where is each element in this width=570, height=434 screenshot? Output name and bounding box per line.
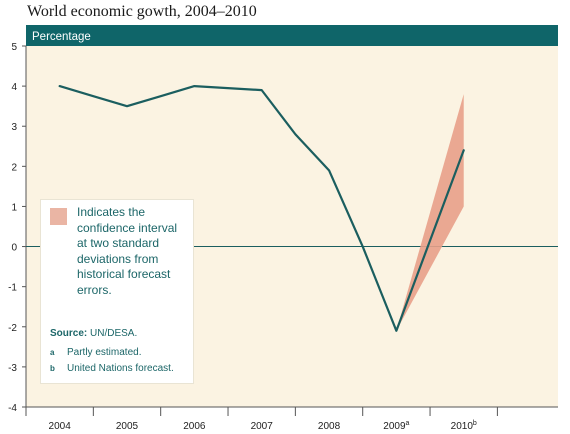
footnote-b-text: United Nations forecast. — [67, 363, 174, 374]
y-axis-label: Percentage — [32, 31, 91, 43]
source-label: Source: — [50, 328, 88, 339]
footnote-b-letter: b — [50, 364, 55, 373]
y-tick-label: 0 — [11, 243, 17, 254]
y-tick-label: 2 — [11, 162, 17, 173]
confidence-legend-text: Indicates the confidence interval at two… — [77, 205, 178, 297]
x-tick-label: 2007 — [251, 421, 274, 432]
x-tick-superscript: b — [473, 420, 477, 427]
chart-title: World economic gowth, 2004–2010 — [27, 3, 257, 20]
source-line: Source: UN/DESA. — [50, 328, 137, 339]
footnote-a-letter: a — [50, 348, 55, 357]
y-tick-label: -1 — [8, 283, 17, 294]
y-tick-label: 4 — [11, 82, 17, 93]
x-tick-label: 2006 — [183, 421, 206, 432]
confidence-swatch — [50, 208, 67, 225]
y-tick-label: -2 — [8, 323, 17, 334]
footnote-a-text: Partly estimated. — [67, 347, 142, 358]
y-tick-label: -4 — [8, 403, 17, 414]
x-tick-label: 2010b — [451, 420, 477, 432]
x-tick-label: 2008 — [318, 421, 341, 432]
legend-box: Indicates the confidence interval at two… — [40, 199, 194, 384]
x-tick-superscript: a — [406, 420, 410, 427]
series-line-group — [58, 85, 465, 332]
series-line — [58, 85, 465, 332]
y-tick-label: 5 — [11, 42, 17, 53]
y-tick-label: -3 — [8, 363, 17, 374]
confidence-band — [396, 94, 464, 331]
x-tick-label: 2005 — [116, 421, 139, 432]
footnote-a: a Partly estimated. — [50, 347, 141, 358]
y-tick-label: 3 — [11, 122, 17, 133]
y-tick-label: 1 — [11, 202, 17, 213]
header-bar — [26, 25, 558, 46]
x-tick-label: 2009a — [383, 420, 409, 432]
x-tick-label: 2004 — [49, 421, 72, 432]
source-value: UN/DESA. — [90, 328, 138, 339]
confidence-band-group — [396, 94, 464, 331]
footnote-b: b United Nations forecast. — [50, 363, 174, 374]
